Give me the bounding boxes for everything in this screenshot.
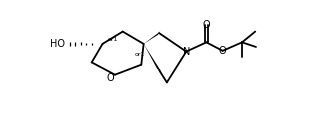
Text: O: O	[106, 73, 114, 83]
Text: O: O	[219, 46, 227, 56]
Text: or1: or1	[135, 52, 145, 57]
Polygon shape	[144, 31, 160, 44]
Text: HO: HO	[50, 39, 65, 49]
Polygon shape	[144, 44, 161, 71]
Text: or1: or1	[107, 37, 118, 42]
Text: N: N	[183, 47, 190, 57]
Text: O: O	[202, 20, 210, 30]
